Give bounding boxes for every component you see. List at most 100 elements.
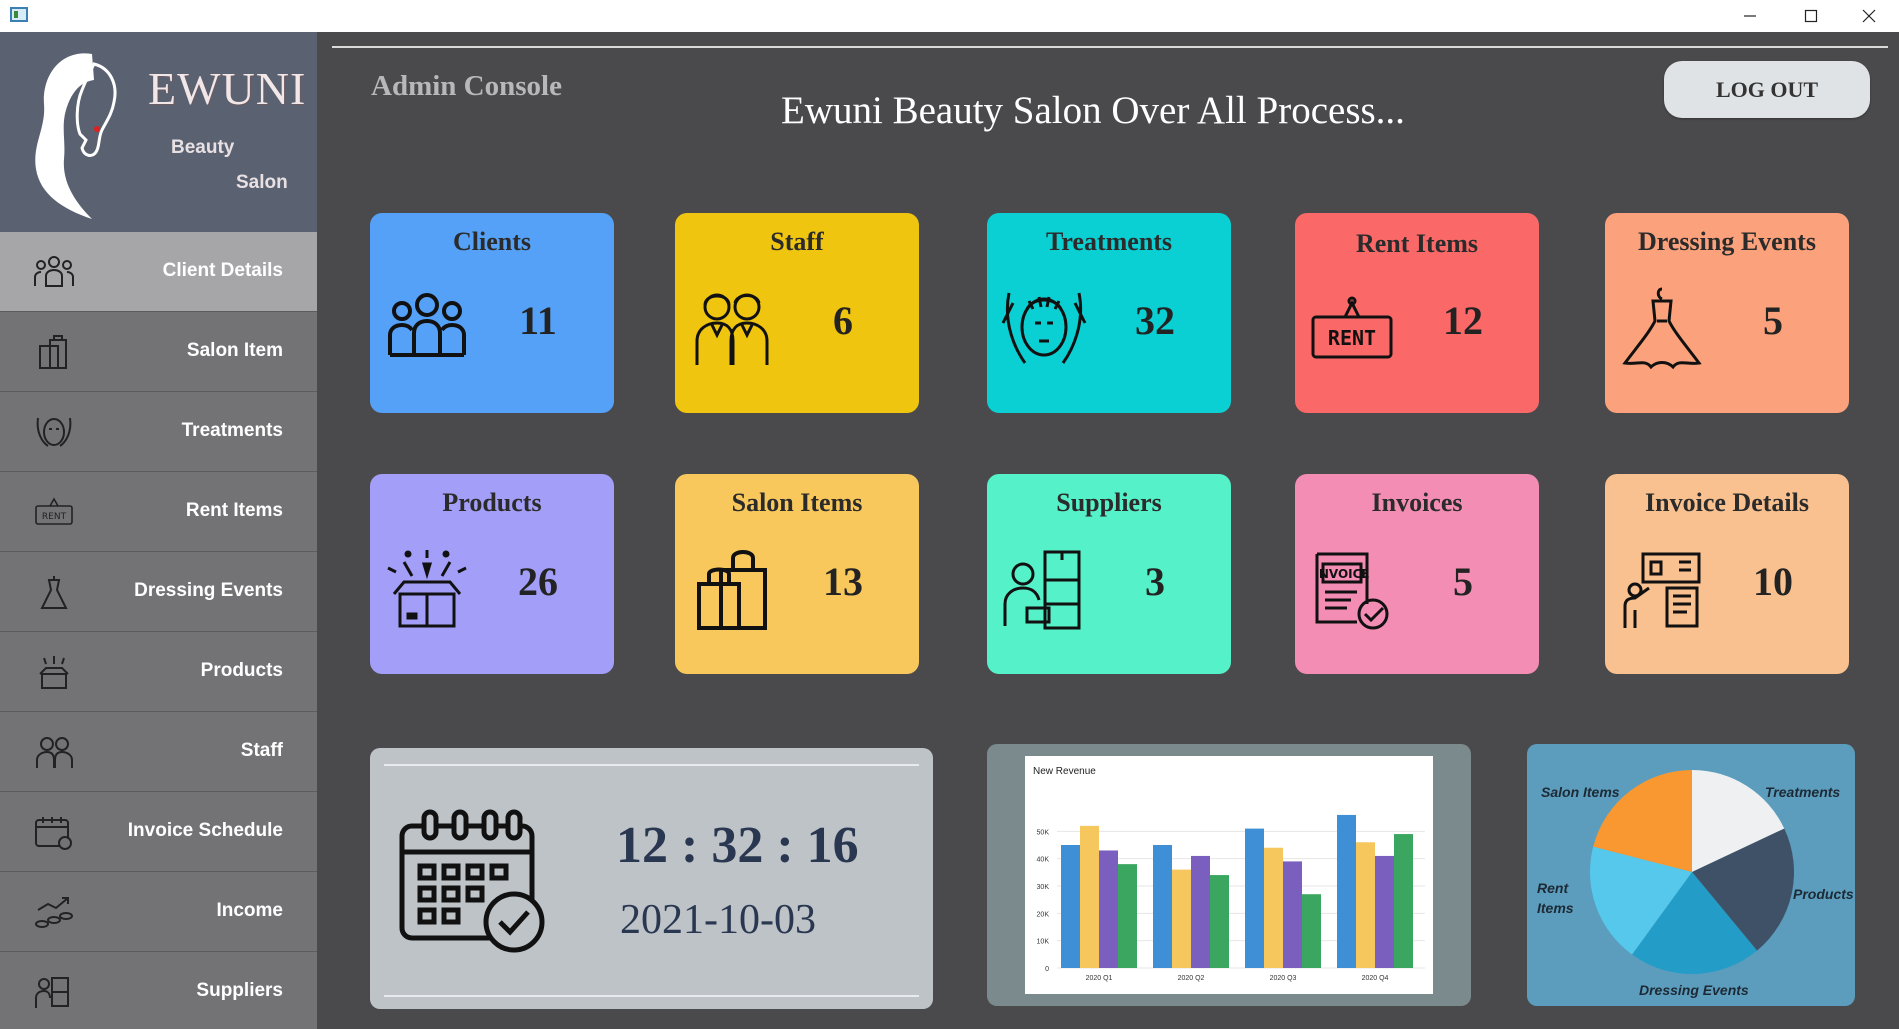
- maximize-button[interactable]: [1781, 0, 1841, 32]
- bar: [1356, 842, 1375, 968]
- y-tick-label: 0: [1045, 966, 1049, 973]
- dress-icon: [1622, 287, 1702, 370]
- sidebar-item-label: Client Details: [162, 260, 283, 281]
- sidebar-item-rent-items[interactable]: RENT Rent Items: [0, 472, 317, 552]
- card-title: Salon Items: [731, 488, 863, 517]
- stat-card-treatments[interactable]: Treatments 32: [987, 213, 1231, 413]
- y-tick-label: 20K: [1037, 911, 1050, 918]
- minimize-button[interactable]: [1720, 0, 1780, 32]
- brand-name: EWUNI: [148, 63, 307, 114]
- calendar-icon: [35, 817, 72, 850]
- y-tick-label: 10K: [1037, 939, 1050, 946]
- dress-icon: [40, 576, 68, 609]
- pie-slice: [1692, 770, 1785, 872]
- sidebar-nav: Client Details Salon Item Treatments REN…: [0, 232, 317, 1029]
- bar: [1118, 864, 1137, 968]
- stat-card-staff[interactable]: Staff 6: [675, 213, 919, 413]
- sidebar: EWUNI Beauty Salon Client Details Salon …: [0, 32, 317, 1029]
- close-button[interactable]: [1839, 0, 1899, 32]
- pie-slice: [1632, 872, 1758, 974]
- rent-sign-icon: RENT: [35, 497, 73, 525]
- category-pie-panel: Salon Items Treatments Rent Items Produc…: [1527, 744, 1855, 1006]
- invoice-icon: INVOICE: [1314, 552, 1389, 630]
- staff-icon: [36, 737, 73, 768]
- pie-slice: [1590, 846, 1692, 955]
- revenue-chart-panel: New Revenue 0 10K 20K 30K 40K 50K 2020 Q1 2020 Q…: [987, 744, 1471, 1006]
- card-title: Suppliers: [1056, 488, 1162, 517]
- sidebar-item-staff[interactable]: Staff: [0, 712, 317, 792]
- pie-label-salon-items: Salon Items: [1541, 784, 1620, 800]
- revenue-chart-card: New Revenue 0 10K 20K 30K 40K 50K 2020 Q1 2020 Q…: [1025, 756, 1433, 994]
- sidebar-item-label: Suppliers: [196, 980, 283, 1001]
- stat-card-invoices[interactable]: Invoices INVOICE 5: [1295, 474, 1539, 674]
- bar: [1245, 828, 1264, 968]
- logout-button[interactable]: LOG OUT: [1664, 61, 1870, 118]
- pie-label-products: Products: [1793, 886, 1854, 902]
- sidebar-item-invoice-schedule[interactable]: Invoice Schedule: [0, 792, 317, 872]
- sidebar-item-products[interactable]: Products: [0, 632, 317, 712]
- x-tick-label: 2020 Q3: [1270, 975, 1297, 982]
- bar: [1099, 850, 1118, 968]
- stat-card-dressing-events[interactable]: Dressing Events 5: [1605, 213, 1849, 413]
- card-value: 26: [518, 559, 558, 604]
- window-title-bar: [0, 0, 1899, 32]
- stat-card-salon-items[interactable]: Salon Items 13: [675, 474, 919, 674]
- card-value: 32: [1135, 298, 1175, 343]
- close-icon: [1862, 9, 1876, 23]
- sidebar-item-salon-item[interactable]: Salon Item: [0, 312, 317, 392]
- brand-subtitle-beauty: Beauty: [171, 137, 235, 158]
- app-window-icon: [10, 7, 28, 22]
- sidebar-item-dressing-events[interactable]: Dressing Events: [0, 552, 317, 632]
- stat-card-invoice-details[interactable]: Invoice Details 10: [1605, 474, 1849, 674]
- pie-slice: [1593, 770, 1692, 872]
- card-title: Treatments: [1045, 227, 1173, 256]
- stat-card-suppliers[interactable]: Suppliers 3: [987, 474, 1231, 674]
- sidebar-item-label: Invoice Schedule: [127, 820, 283, 841]
- card-value: 13: [823, 559, 863, 604]
- chart-title: New Revenue: [1033, 766, 1096, 777]
- card-value: 6: [833, 298, 853, 343]
- card-title: Invoice Details: [1645, 488, 1809, 517]
- minimize-icon: [1744, 15, 1756, 17]
- sidebar-item-label: Salon Item: [186, 340, 283, 361]
- face-mask-icon: [36, 417, 72, 447]
- sidebar-item-label: Treatments: [181, 420, 283, 441]
- header-divider: [332, 46, 1888, 48]
- sidebar-item-treatments[interactable]: Treatments: [0, 392, 317, 472]
- invoice-details-icon: [1623, 552, 1701, 628]
- bar: [1061, 845, 1080, 968]
- card-title: Clients: [453, 227, 531, 256]
- y-tick-label: 40K: [1037, 857, 1050, 864]
- brand-logo-area: EWUNI Beauty Salon: [0, 32, 317, 232]
- brand-subtitle-salon: Salon: [236, 172, 288, 193]
- sidebar-item-label: Income: [216, 900, 283, 921]
- bar: [1283, 861, 1302, 968]
- bar: [1172, 869, 1191, 968]
- bar: [1191, 855, 1210, 968]
- bar: [1264, 847, 1283, 968]
- stat-card-products[interactable]: Products 26: [370, 474, 614, 674]
- pie-label-dressing-events: Dressing Events: [1639, 982, 1749, 998]
- clock-time: 12 : 32 : 16: [616, 817, 859, 874]
- bar: [1337, 814, 1356, 968]
- card-value: 5: [1453, 559, 1473, 604]
- svg-text:INVOICE: INVOICE: [1314, 567, 1369, 581]
- card-title: Staff: [770, 227, 824, 256]
- sidebar-item-suppliers[interactable]: Suppliers: [0, 952, 317, 1029]
- category-pie-chart: [1590, 770, 1794, 974]
- card-title: Products: [442, 488, 542, 517]
- supplier-icon: [35, 977, 69, 1008]
- bar: [1210, 875, 1229, 968]
- y-tick-label: 50K: [1037, 829, 1050, 836]
- sidebar-item-label: Rent Items: [185, 500, 283, 521]
- face-mask-icon: [1001, 292, 1087, 364]
- sidebar-item-income[interactable]: Income: [0, 872, 317, 952]
- x-tick-label: 2020 Q4: [1362, 975, 1389, 982]
- page-title: Ewuni Beauty Salon Over All Process...: [781, 89, 1405, 132]
- stat-card-clients[interactable]: Clients 11: [370, 213, 614, 413]
- sidebar-item-client-details[interactable]: Client Details: [0, 232, 317, 312]
- stat-card-rent-items[interactable]: Rent Items RENT 12: [1295, 213, 1539, 413]
- card-value: 10: [1753, 559, 1793, 604]
- gift-box-icon: [387, 550, 467, 628]
- card-value: 3: [1145, 559, 1165, 604]
